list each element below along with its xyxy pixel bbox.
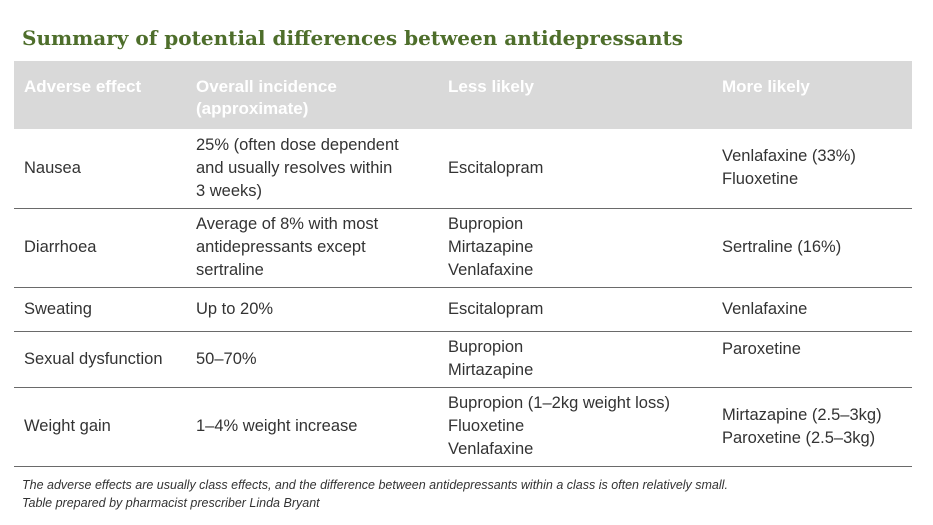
cell-line: Paroxetine (2.5–3kg) [722,428,876,447]
cell-effect: Diarrhoea [24,238,97,256]
cell-effect: Weight gain [24,417,111,435]
cell-line: Escitalopram [448,158,544,177]
table-row: Diarrhoea Average of 8% with most antide… [14,208,912,287]
cell-line: Venlafaxine (33%) [722,147,856,166]
table-row: Sweating Up to 20% Escitalopram Venlafax… [14,287,912,331]
cell-line: Bupropion (1–2kg weight loss) [448,394,670,412]
cell-incidence: Up to 20% [186,287,438,331]
table-row: Sexual dysfunction 50–70% Bupropion Mirt… [14,331,912,387]
table-row: Weight gain 1–4% weight increase Bupropi… [14,387,912,466]
cell-line: Average of 8% with most [196,215,379,233]
cell-more-likely: Mirtazapine (2.5–3kg) Paroxetine (2.5–3k… [712,387,912,466]
cell-incidence: 50–70% [186,331,438,387]
header-overall-incidence: Overall incidence (approximate) [196,77,337,118]
table-row: Nausea 25% (often dose dependent and usu… [14,129,912,208]
cell-line: Bupropion [448,338,524,356]
cell-less-likely: Bupropion Mirtazapine Venlafaxine [438,208,712,287]
cell-line: antidepressants except [196,238,366,256]
cell-effect: Sweating [24,299,92,318]
cell-line: 50–70% [196,349,257,368]
footnote-credit: Table prepared by pharmacist prescriber … [22,496,320,510]
cell-line: Venlafaxine [448,261,534,279]
cell-effect: Sexual dysfunction [24,349,163,368]
header-more-likely: More likely [722,77,810,96]
cell-incidence: Average of 8% with most antidepressants … [186,208,438,287]
cell-less-likely: Escitalopram [438,129,712,208]
cell-line: Mirtazapine [448,238,534,256]
cell-line: Fluoxetine [722,170,799,189]
cell-line: Mirtazapine [448,361,534,379]
cell-line: Mirtazapine (2.5–3kg) [722,405,882,424]
footnote: The adverse effects are usually class ef… [22,476,728,512]
header-less-likely: Less likely [448,77,535,96]
cell-line: Bupropion [448,215,524,233]
cell-line: Escitalopram [448,299,544,318]
cell-line: Paroxetine [722,339,801,358]
table-header-row: Adverse effect Overall incidence (approx… [14,61,912,129]
cell-less-likely: Bupropion (1–2kg weight loss) Fluoxetine… [438,387,712,466]
cell-line: 3 weeks) [196,181,263,200]
cell-line: Sertraline (16%) [722,238,842,256]
cell-less-likely: Bupropion Mirtazapine [438,331,712,387]
header-adverse-effect: Adverse effect [24,77,142,96]
cell-more-likely: Venlafaxine (33%) Fluoxetine [712,129,912,208]
cell-line: and usually resolves within [196,158,393,177]
cell-more-likely: Venlafaxine [712,287,912,331]
cell-less-likely: Escitalopram [438,287,712,331]
cell-more-likely: Paroxetine [712,331,912,387]
cell-line: Venlafaxine [448,440,534,458]
footnote-line: The adverse effects are usually class ef… [22,478,728,492]
cell-incidence: 25% (often dose dependent and usually re… [186,129,438,208]
cell-effect: Nausea [24,158,81,177]
cell-line: Venlafaxine [722,299,808,318]
page-title: Summary of potential differences between… [22,26,684,50]
cell-line: Up to 20% [196,299,274,318]
cell-more-likely: Sertraline (16%) [712,208,912,287]
cell-line: 25% (often dose dependent [196,135,399,154]
cell-line: sertraline [196,261,264,279]
antidepressant-table: Adverse effect Overall incidence (approx… [14,61,912,467]
cell-line: Fluoxetine [448,417,525,435]
cell-line: 1–4% weight increase [196,417,358,435]
cell-incidence: 1–4% weight increase [186,387,438,466]
